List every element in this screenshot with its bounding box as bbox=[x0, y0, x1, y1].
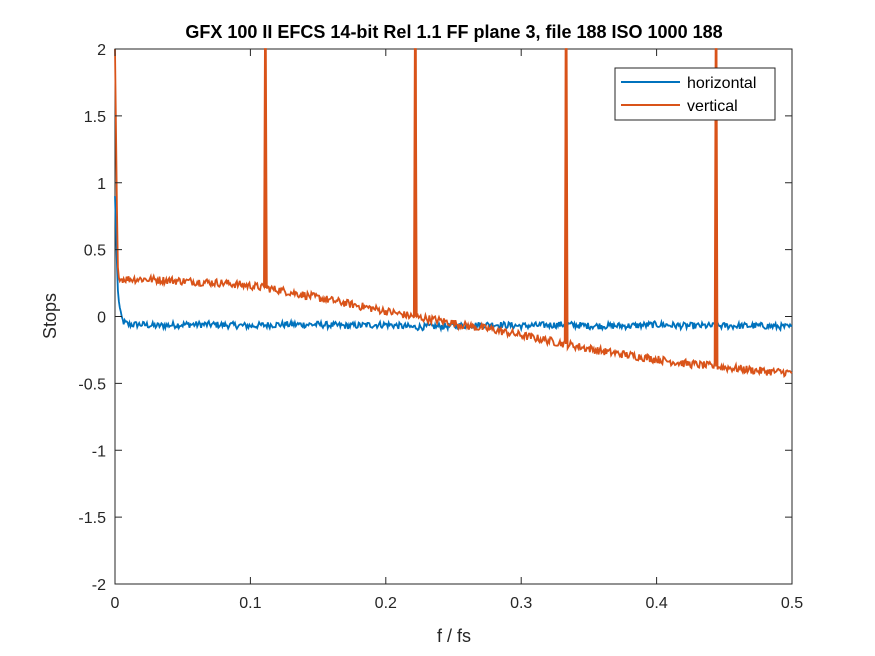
y-axis-label: Stops bbox=[40, 293, 60, 339]
legend-box bbox=[614, 67, 776, 121]
x-tick-label: 0.3 bbox=[510, 595, 532, 612]
x-tick-label: 0 bbox=[111, 595, 120, 612]
y-tick-label: -0.5 bbox=[78, 376, 106, 393]
y-tick-label: -1 bbox=[92, 443, 106, 460]
legend-label-horizontal: horizontal bbox=[687, 75, 756, 92]
series-line-vertical bbox=[114, 48, 793, 378]
y-tick-label: 1 bbox=[97, 176, 106, 193]
x-tick-label: 0.4 bbox=[645, 595, 667, 612]
legend: horizontal vertical bbox=[614, 67, 776, 121]
x-tick-label: 0.1 bbox=[239, 595, 261, 612]
chart-title: GFX 100 II EFCS 14-bit Rel 1.1 FF plane … bbox=[185, 22, 722, 42]
x-axis-label: f / fs bbox=[437, 626, 471, 646]
y-tick-label: 1.5 bbox=[84, 109, 106, 126]
y-tick-label: 0.5 bbox=[84, 243, 106, 260]
ticks-layer: 0 0.1 0.2 0.3 0.4 0.5 -2 -1.5 -1 -0.5 0 0.5 1 1.5 2 bbox=[78, 42, 803, 612]
y-tick-label: 2 bbox=[97, 42, 106, 59]
y-tick-label: -1.5 bbox=[78, 510, 106, 527]
y-tick-label: 0 bbox=[97, 310, 106, 327]
x-tick-label: 0.2 bbox=[375, 595, 397, 612]
axes-box bbox=[114, 48, 793, 585]
legend-label-vertical: vertical bbox=[687, 98, 738, 115]
x-tick-label: 0.5 bbox=[781, 595, 803, 612]
y-tick-label: -2 bbox=[92, 577, 106, 594]
plot-area: 0 0.1 0.2 0.3 0.4 0.5 -2 -1.5 -1 -0.5 0 0.5 1 1.5 2 bbox=[78, 42, 803, 612]
